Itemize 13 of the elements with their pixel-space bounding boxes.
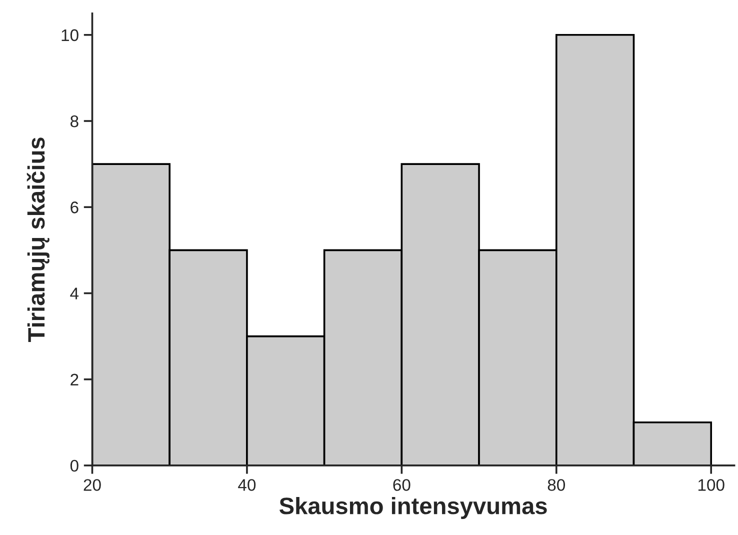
x-tick-label: 40	[238, 479, 256, 491]
x-tick-label: 20	[84, 479, 101, 491]
y-tick-label: 10	[62, 29, 78, 42]
x-tick-label: 100	[698, 479, 724, 491]
y-axis-title: Tiriamųjų skaičius	[26, 138, 50, 342]
x-tick-label: 60	[393, 479, 410, 491]
y-tick-label: 6	[70, 202, 78, 214]
y-tick-label: 8	[70, 115, 78, 128]
x-tick-label: 80	[548, 479, 566, 491]
x-axis-title: Skausmo intensyvumas	[279, 496, 547, 519]
y-tick-label: 0	[70, 460, 78, 472]
y-tick-label: 2	[70, 374, 78, 386]
y-tick-label: 4	[70, 288, 79, 300]
